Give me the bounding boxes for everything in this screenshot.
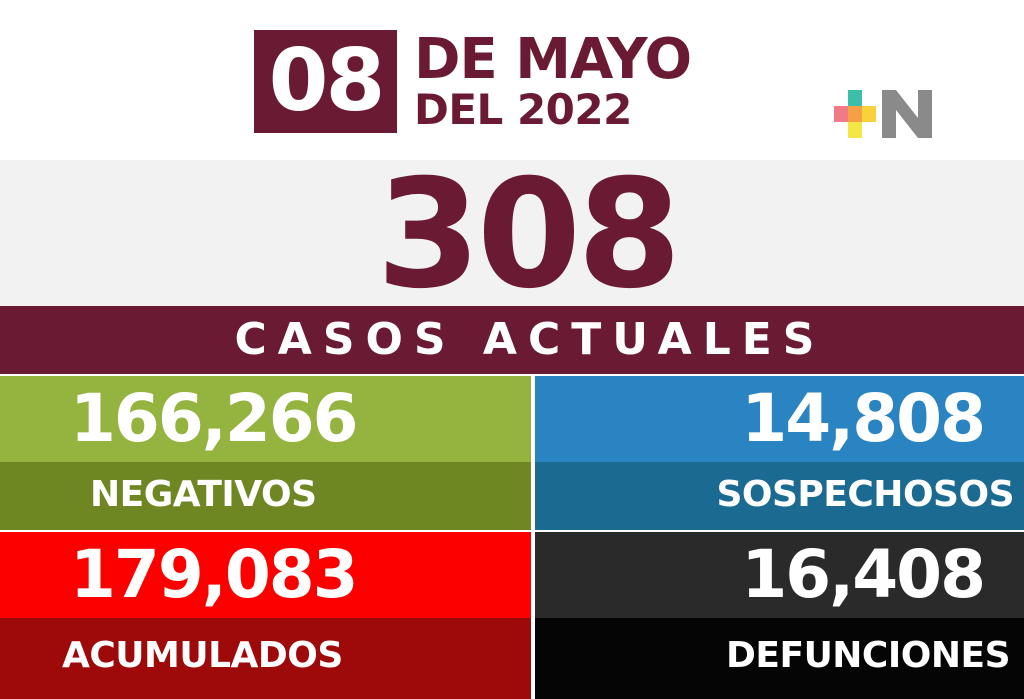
acumulados-value: 179,083	[0, 532, 531, 618]
negativos-tile: 166,266 NEGATIVOS	[0, 376, 531, 530]
total-cases-value: 308	[376, 148, 681, 322]
plus-n-logo-icon	[834, 90, 932, 138]
sospechosos-tile: 14,808 SOSPECHOSOS	[535, 376, 1024, 530]
total-band	[0, 160, 1024, 306]
defunciones-value: 16,408	[535, 532, 1024, 618]
negativos-value: 166,266	[0, 376, 531, 462]
header: 08 DE MAYO DEL 2022	[0, 0, 1024, 160]
defunciones-label: DEFUNCIONES	[535, 618, 1024, 699]
date-month: DE MAYO	[414, 27, 692, 92]
total-cases-label-band: CASOS ACTUALES	[0, 306, 1024, 374]
date-year: DEL 2022	[414, 85, 632, 134]
sospechosos-value: 14,808	[535, 376, 1024, 462]
negativos-label: NEGATIVOS	[0, 462, 531, 530]
acumulados-label: ACUMULADOS	[0, 618, 531, 699]
defunciones-tile: 16,408 DEFUNCIONES	[535, 532, 1024, 699]
acumulados-tile: 179,083 ACUMULADOS	[0, 532, 531, 699]
date-day: 08	[254, 30, 397, 133]
sospechosos-label: SOSPECHOSOS	[535, 462, 1024, 530]
total-cases-label: CASOS ACTUALES	[234, 314, 826, 365]
